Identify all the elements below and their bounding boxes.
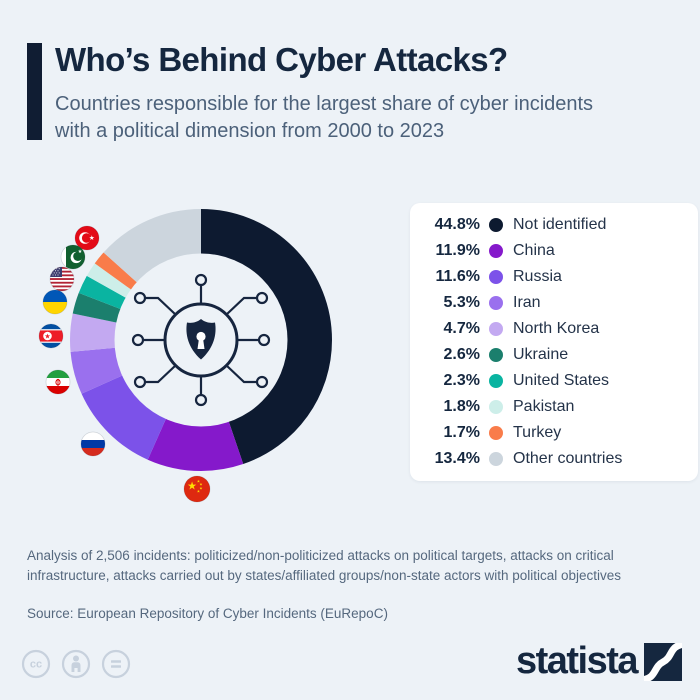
donut-segments	[70, 209, 332, 471]
legend-percentage: 44.8%	[434, 216, 480, 233]
shield-network-icon	[131, 273, 271, 407]
legend-color-dot	[489, 374, 503, 388]
legend-percentage: 4.7%	[443, 320, 480, 337]
legend-color-dot	[489, 322, 503, 336]
legend-percentage: 11.9%	[435, 242, 480, 259]
legend-row-not-identified: 44.8% Not identified	[410, 212, 698, 238]
svg-text:★: ★	[44, 332, 50, 340]
cc-nd-equals-icon[interactable]	[101, 649, 131, 679]
flag-china-icon: ★ ★ ★ ★ ★	[183, 475, 211, 503]
flag-pakistan-icon: ★	[60, 244, 86, 270]
flag-iran-icon	[45, 369, 71, 395]
flag-ukraine-icon	[42, 289, 68, 315]
legend-label: Not identified	[513, 216, 607, 233]
legend-color-dot	[489, 452, 503, 466]
legend-card: 44.8% Not identified 11.9% China 11.6% Russia…	[410, 203, 698, 481]
flag-united-states-icon	[49, 266, 75, 292]
flag-turkey-icon: ★	[74, 225, 100, 251]
network-nodes	[131, 273, 271, 407]
legend-label: Other countries	[513, 450, 623, 467]
cc-icon[interactable]: cc	[21, 649, 51, 679]
svg-text:★: ★	[197, 488, 201, 493]
license-icons: cc	[21, 649, 131, 679]
legend-color-dot	[489, 244, 503, 258]
legend-row-iran: 5.3% Iran	[410, 290, 698, 316]
legend-label: Turkey	[513, 424, 562, 441]
footnote-text: Analysis of 2,506 incidents: politicized…	[27, 548, 622, 583]
legend-row-turkey: 1.7% Turkey	[410, 420, 698, 446]
svg-text:★: ★	[197, 478, 201, 483]
legend-label: Pakistan	[513, 398, 575, 415]
statista-logo-mark	[644, 643, 682, 681]
legend-color-dot	[489, 296, 503, 310]
legend-percentage: 5.3%	[443, 294, 480, 311]
legend-label: United States	[513, 372, 610, 389]
keyhole-icon	[196, 331, 206, 342]
svg-text:★: ★	[199, 481, 203, 486]
legend-percentage: 2.3%	[443, 372, 480, 389]
donut-chart: ★ ★	[38, 209, 332, 503]
legend-row-pakistan: 1.8% Pakistan	[410, 394, 698, 420]
legend-color-dot	[489, 348, 503, 362]
legend-row-north-korea: 4.7% North Korea	[410, 316, 698, 342]
svg-text:cc: cc	[30, 659, 42, 671]
legend-label: North Korea	[513, 320, 600, 337]
title-accent-bar	[27, 43, 42, 140]
legend-rows: 44.8% Not identified 11.9% China 11.6% Russia…	[410, 212, 698, 472]
legend-label: Ukraine	[513, 346, 569, 363]
svg-text:★: ★	[187, 479, 197, 492]
donut-segment-china	[70, 209, 332, 471]
cc-by-person-icon[interactable]	[61, 649, 91, 679]
page-title: Who’s Behind Cyber Attacks?	[55, 41, 508, 78]
svg-text:★: ★	[199, 485, 203, 490]
legend-label: China	[513, 242, 555, 259]
legend-row-russia: 11.6% Russia	[410, 264, 698, 290]
flag-russia-icon	[80, 431, 106, 457]
legend-row-other-countries: 13.4% Other countries	[410, 446, 698, 472]
legend-row-ukraine: 2.6% Ukraine	[410, 342, 698, 368]
legend-color-dot	[489, 426, 503, 440]
legend-percentage: 1.7%	[443, 424, 480, 441]
svg-text:★: ★	[89, 234, 95, 242]
source-text: Source: European Repository of Cyber Inc…	[27, 606, 388, 621]
legend-percentage: 2.6%	[443, 346, 480, 363]
flag-north-korea-icon: ★	[38, 323, 64, 349]
legend-percentage: 11.6%	[435, 268, 480, 285]
page-subtitle: Countries responsible for the largest sh…	[55, 93, 594, 142]
statista-logo[interactable]: statista	[516, 641, 682, 681]
legend-percentage: 13.4%	[434, 450, 480, 467]
legend-row-china: 11.9% China	[410, 238, 698, 264]
legend-row-united-states: 2.3% United States	[410, 368, 698, 394]
svg-text:★: ★	[78, 249, 83, 255]
legend-label: Iran	[513, 294, 541, 311]
donut-segment-other-countries	[70, 209, 332, 471]
statista-wordmark: statista	[515, 640, 639, 682]
legend-color-dot	[489, 400, 503, 414]
donut-segment-north-korea	[70, 209, 332, 471]
legend-label: Russia	[513, 268, 562, 285]
legend-percentage: 1.8%	[443, 398, 480, 415]
legend-color-dot	[489, 270, 503, 284]
legend-color-dot	[489, 218, 503, 232]
